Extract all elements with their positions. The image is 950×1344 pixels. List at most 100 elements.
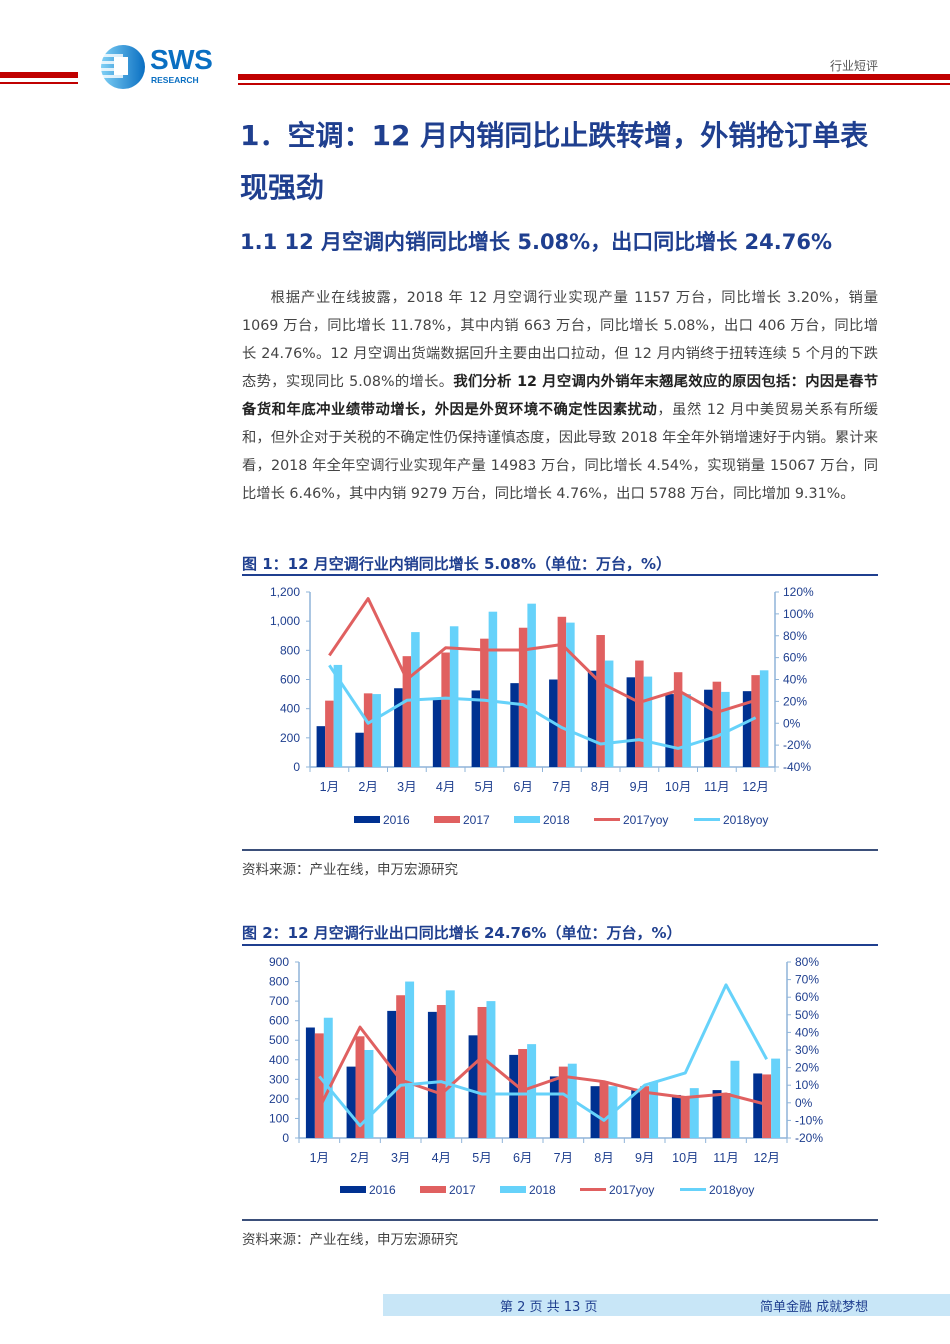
body-text-part1: 根据产业在线披露，2018 年 12 月空调行业实现产量 1157 万台，同比增… <box>242 290 878 390</box>
bar-2016 <box>626 677 636 767</box>
sws-logo: SWS RESEARCH <box>98 42 228 92</box>
x-tick-label: 4月 <box>436 780 455 794</box>
legend-label: 2017yoy <box>609 1183 654 1197</box>
x-tick-label: 9月 <box>630 780 649 794</box>
figure-2-source: 资料来源：产业在线，申万宏源研究 <box>242 1232 458 1248</box>
x-tick-label: 8月 <box>594 1151 613 1165</box>
header-rule-left-thin <box>0 82 78 84</box>
y-tick-label: 200 <box>280 731 300 745</box>
y2-tick-label: 30% <box>795 1043 819 1057</box>
section-heading: 1．空调：12 月内销同比止跌转增，外销抢订单表现强劲 <box>240 119 869 204</box>
y-tick-label: 800 <box>269 975 289 989</box>
bar-2016 <box>394 688 403 767</box>
x-tick-label: 4月 <box>432 1151 451 1165</box>
y2-tick-label: 0% <box>783 716 801 730</box>
bar-2017 <box>751 675 760 767</box>
y-tick-label: 400 <box>269 1053 289 1067</box>
bar-2017 <box>314 1033 324 1138</box>
document-type-label: 行业短评 <box>829 59 878 73</box>
bar-2018 <box>649 1082 659 1138</box>
figure-1-title: 图 1：12 月空调行业内销同比增长 5.08%（单位：万台，%） <box>242 555 672 573</box>
y2-tick-label: -10% <box>795 1113 823 1127</box>
line-2018yoy <box>318 983 768 1128</box>
bar-2016 <box>471 690 481 767</box>
bar-2018 <box>604 660 614 767</box>
y-tick-label: 0 <box>282 1131 289 1145</box>
bar-2018 <box>527 603 536 767</box>
header-rule-right <box>238 74 950 80</box>
x-tick-label: 3月 <box>391 1151 410 1165</box>
figure-2-chart: 0 100 200 300 400 500 600 700 800 900 -20% -10% 0% 10… <box>269 955 823 1197</box>
bar-2017 <box>477 1006 487 1138</box>
bar-2017 <box>557 616 567 767</box>
bar-2017 <box>635 660 644 767</box>
bar-2018 <box>771 1058 781 1138</box>
bar-2017 <box>325 700 334 767</box>
bar-2016 <box>510 683 519 767</box>
bar-2017 <box>355 1036 365 1138</box>
x-tick-label: 11月 <box>704 780 729 794</box>
bar-2016 <box>631 1089 641 1138</box>
x-tick-label: 8月 <box>591 780 610 794</box>
bar-2017 <box>402 656 412 767</box>
line-2017yoy <box>317 1025 768 1109</box>
legend-line-2017yoy <box>594 818 620 821</box>
bar-2018 <box>449 626 459 767</box>
bar-2016 <box>427 1011 437 1138</box>
y-tick-label: 600 <box>269 1014 289 1028</box>
y-tick-label: 400 <box>280 702 300 716</box>
legend-swatch-2017 <box>420 1186 446 1193</box>
bar-2018 <box>488 611 498 767</box>
y-tick-label: 600 <box>280 673 300 687</box>
bar-2017 <box>599 1081 609 1138</box>
y2-tick-label: 40% <box>783 673 807 687</box>
bar-2018 <box>721 691 730 767</box>
x-tick-label: 10月 <box>672 1151 698 1165</box>
bar-2016 <box>432 699 442 767</box>
x-tick-label: 2月 <box>358 780 377 794</box>
line-2017yoy <box>328 597 757 714</box>
bar-2016 <box>509 1054 519 1138</box>
bar-2018 <box>730 1060 740 1138</box>
header-rule-left <box>0 72 78 78</box>
x-tick-label: 12月 <box>753 1151 779 1165</box>
y2-tick-label: 100% <box>783 607 814 621</box>
figure-1-chart: 0 200 400 600 800 1,000 1,200 -40% -20% 0% 20% 40% 6… <box>270 585 814 827</box>
legend-swatch-2016 <box>340 1186 366 1193</box>
bar-2017 <box>441 652 450 767</box>
x-tick-label: 10月 <box>665 780 691 794</box>
legend-line-2018yoy <box>680 1188 706 1191</box>
bar-2017 <box>558 1066 568 1138</box>
legend-label: 2018yoy <box>723 813 768 827</box>
bar-2016 <box>671 1094 681 1138</box>
bar-2016 <box>704 689 713 767</box>
bar-2016 <box>742 691 752 767</box>
bar-2016 <box>355 732 364 767</box>
legend-swatch-2016 <box>354 816 380 823</box>
bar-2018 <box>527 1044 537 1138</box>
bar-2016 <box>387 1010 397 1138</box>
y-tick-label: 800 <box>280 643 300 657</box>
figure-2-title: 图 2：12 月空调行业出口同比增长 24.76%（单位：万台，%） <box>242 924 682 942</box>
x-tick-label: 5月 <box>472 1151 491 1165</box>
y2-tick-label: 60% <box>783 651 807 665</box>
bar-2018 <box>405 981 415 1138</box>
y-tick-label: 900 <box>269 955 289 969</box>
y2-tick-label: 10% <box>795 1078 819 1092</box>
y-tick-label: 500 <box>269 1033 289 1047</box>
y-tick-label: 700 <box>269 994 289 1008</box>
figure-2-source-rule <box>242 1219 878 1221</box>
bar-2018 <box>333 664 343 767</box>
bar-2016 <box>753 1073 763 1138</box>
y-tick-label: 200 <box>269 1092 289 1106</box>
bar-2016 <box>665 694 674 767</box>
figure-1-rule <box>242 574 878 576</box>
legend-label: 2018 <box>529 1183 556 1197</box>
legend-label: 2017yoy <box>623 813 668 827</box>
x-tick-label: 7月 <box>554 1151 573 1165</box>
bar-2016 <box>316 726 326 767</box>
x-tick-label: 1月 <box>310 1151 329 1165</box>
x-tick-label: 5月 <box>475 780 494 794</box>
bar-2017 <box>596 635 605 767</box>
x-tick-label: 12月 <box>742 780 768 794</box>
